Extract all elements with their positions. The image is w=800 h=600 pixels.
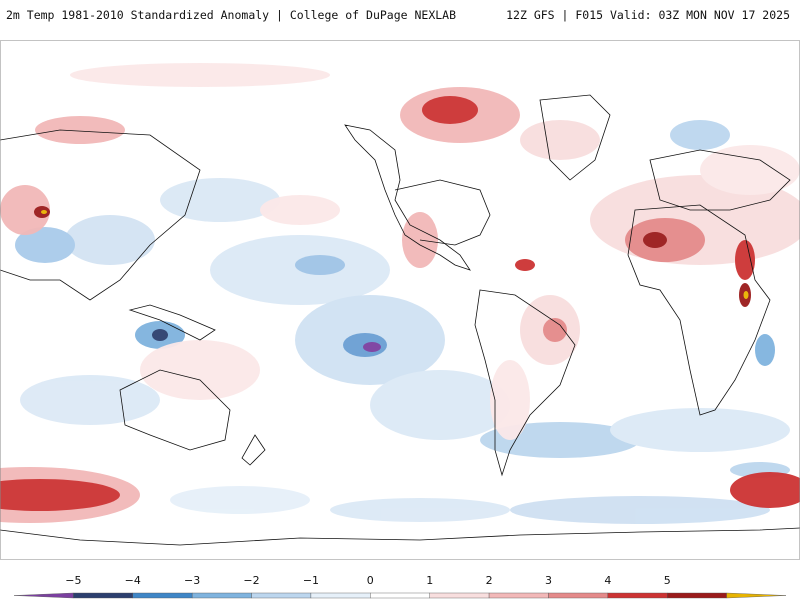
legend-tick-label: −2 — [243, 574, 259, 587]
legend-color-segment — [251, 592, 312, 599]
legend-tick-label: 1 — [426, 574, 433, 587]
legend-color-segment — [607, 592, 668, 599]
legend-tick-label: 4 — [604, 574, 611, 587]
legend-color-segment — [726, 592, 787, 599]
legend-color-segment — [667, 592, 727, 599]
legend-tick-label: 2 — [486, 574, 493, 587]
legend-tick-label: −1 — [303, 574, 319, 587]
legend-tick-label: 3 — [545, 574, 552, 587]
legend-color-segment — [429, 592, 490, 599]
model-run-info: 12Z GFS | F015 Valid: 03Z MON NOV 17 202… — [506, 8, 790, 22]
legend-color-segment — [548, 592, 609, 599]
legend-color-segment — [191, 592, 252, 599]
legend-color-segment — [370, 592, 430, 599]
legend-tick-label: 5 — [664, 574, 671, 587]
anomaly-map — [0, 40, 800, 560]
legend-tick-label: 0 — [367, 574, 374, 587]
legend-color-segment — [132, 592, 193, 599]
legend-color-segment — [13, 592, 74, 599]
legend-tick-label: −4 — [125, 574, 141, 587]
warm-anomaly-shading — [0, 63, 800, 523]
legend-color-segment — [310, 592, 371, 599]
cold-anomaly-shading — [15, 120, 790, 524]
map-header: 2m Temp 1981-2010 Standardized Anomaly |… — [0, 0, 800, 32]
legend-color-segment — [73, 592, 133, 599]
map-title: 2m Temp 1981-2010 Standardized Anomaly |… — [6, 8, 457, 22]
legend-tick-label: −5 — [65, 574, 81, 587]
color-scale-legend: −5 −4 −3 −2 −1 0 1 2 3 4 5 — [13, 574, 787, 599]
legend-tick-label: −3 — [184, 574, 200, 587]
legend-color-segment — [488, 592, 549, 599]
coastlines — [0, 94, 800, 546]
